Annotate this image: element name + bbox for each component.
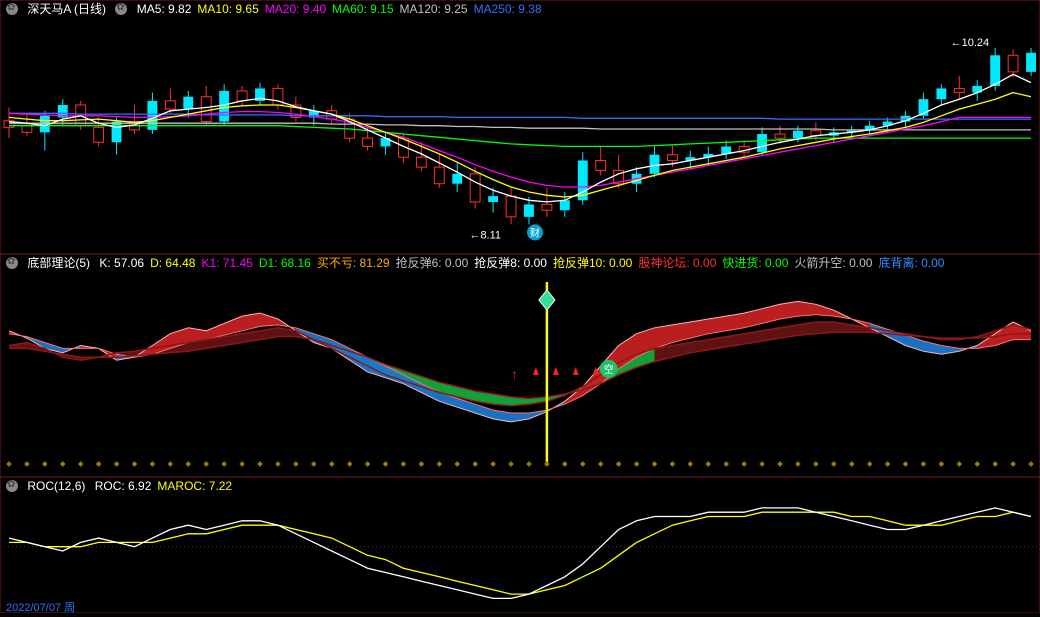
- svg-text:↑: ↑: [511, 366, 518, 382]
- legend-item: D1: 68.16: [259, 256, 311, 270]
- legend-item: 底背离: 0.00: [878, 256, 944, 270]
- osc-b-chart[interactable]: [0, 477, 1040, 613]
- legend-item: MA10: 9.65: [197, 2, 258, 16]
- oscA-title: 底部理论(5): [27, 256, 90, 270]
- gear-icon[interactable]: [6, 257, 18, 269]
- gear-icon[interactable]: [6, 480, 18, 492]
- svg-text:空: 空: [604, 363, 614, 376]
- legend-item: 抢反弹10: 0.00: [553, 256, 632, 270]
- osc-a-panel[interactable]: ↑空 底部理论(5) K: 57.06D: 64.48K1: 71.45D1: …: [0, 254, 1040, 477]
- svg-text:←8.11: ←8.11: [469, 229, 501, 241]
- legend-item: MA60: 9.15: [332, 2, 393, 16]
- legend-item: MA120: 9.25: [400, 2, 468, 16]
- legend-item: 抢反弹6: 0.00: [396, 256, 469, 270]
- osc-b-panel[interactable]: ROC(12,6) ROC: 6.92 MAROC: 7.22: [0, 477, 1040, 613]
- legend-item: 抢反弹8: 0.00: [474, 256, 547, 270]
- svg-text:←10.24: ←10.24: [951, 37, 990, 49]
- gear-icon[interactable]: [115, 3, 127, 15]
- legend-item: K1: 71.45: [201, 256, 252, 270]
- osc-a-chart[interactable]: ↑空: [0, 254, 1040, 477]
- footer-date: 2022/07/07 周: [6, 601, 75, 615]
- legend-item: ROC: 6.92: [95, 479, 152, 493]
- legend-item: MA250: 9.38: [474, 2, 542, 16]
- price-chart[interactable]: ←8.11 财 ←10.24: [0, 0, 1040, 254]
- legend-item: 快进货: 0.00: [722, 256, 788, 270]
- legend-item: K: 57.06: [99, 256, 144, 270]
- oscB-title: ROC(12,6): [27, 479, 85, 493]
- legend-item: MA5: 9.82: [137, 2, 192, 16]
- gear-icon[interactable]: [6, 3, 18, 15]
- legend-item: D: 64.48: [150, 256, 195, 270]
- legend-item: 股神论坛: 0.00: [638, 256, 716, 270]
- stock-name: 深天马A (日线): [27, 2, 106, 16]
- legend-item: 火箭升空: 0.00: [794, 256, 872, 270]
- legend-item: MA20: 9.40: [265, 2, 326, 16]
- legend-item: 买不亏: 81.29: [317, 256, 390, 270]
- svg-text:财: 财: [530, 226, 540, 239]
- legend-item: MAROC: 7.22: [157, 479, 232, 493]
- price-panel[interactable]: ←8.11 财 ←10.24 深天马A (日线) MA5: 9.82 MA10: 9.…: [0, 0, 1040, 254]
